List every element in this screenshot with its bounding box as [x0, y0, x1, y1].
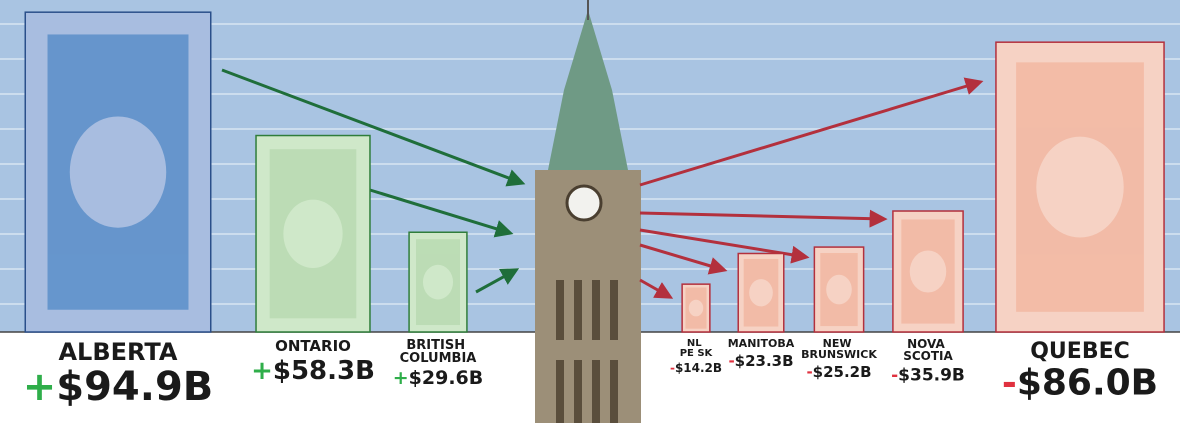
bill-emblem	[826, 274, 852, 305]
category-label: BRITISH COLUMBIA	[400, 338, 477, 366]
bill-art	[1016, 62, 1144, 312]
bill-art	[47, 34, 189, 310]
value-label: -$25.2B	[806, 363, 871, 381]
value-label: +$29.6B	[393, 367, 484, 389]
category-label: ALBERTA	[58, 338, 177, 366]
value-label: -$86.0B	[1002, 363, 1158, 404]
category-label: ONTARIO	[275, 337, 351, 355]
bill-art	[743, 258, 779, 327]
category-label: NEW BRUNSWICK	[801, 337, 877, 361]
value-label: +$58.3B	[251, 356, 375, 386]
tower	[535, 0, 641, 423]
category-label: NL PE SK	[680, 338, 714, 359]
value-label: +$94.9B	[23, 364, 214, 410]
bill-emblem	[688, 299, 704, 317]
bill-emblem	[422, 264, 454, 300]
category-label: QUEBEC	[1030, 339, 1130, 364]
arrows	[221, 68, 984, 299]
bill-art	[685, 287, 707, 329]
category-label: NOVA SCOTIA	[903, 337, 953, 363]
value-label: -$35.9B	[891, 365, 965, 385]
bill-emblem	[283, 199, 343, 268]
value-label: -$14.2B	[670, 361, 722, 375]
bill-emblem	[69, 116, 167, 228]
bill-art	[820, 252, 858, 327]
bill-art	[901, 219, 955, 324]
category-label: MANITOBA	[728, 337, 795, 350]
bill-emblem	[1036, 136, 1124, 238]
bill-art	[269, 149, 357, 319]
bill-art	[416, 239, 460, 326]
bill-emblem	[909, 250, 947, 293]
value-label: -$23.3B	[728, 352, 793, 370]
bill-emblem	[749, 279, 773, 307]
